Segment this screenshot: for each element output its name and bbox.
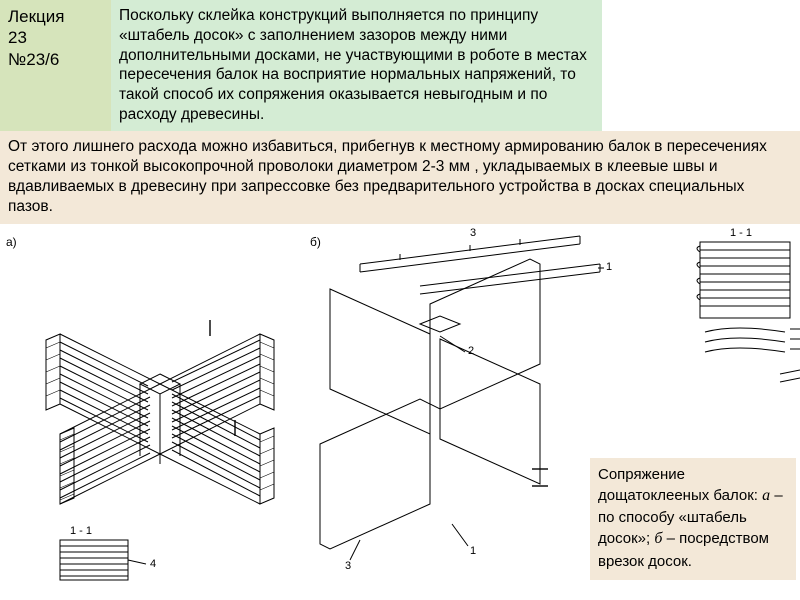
spacer bbox=[602, 0, 800, 131]
caption-t1: Сопряжение дощатоклееных балок: bbox=[598, 466, 762, 504]
svg-text:1: 1 bbox=[606, 261, 612, 273]
iso-cross-a bbox=[46, 334, 274, 504]
label-a: а) bbox=[6, 235, 17, 249]
lecture-label-box: Лекция 23 №23/6 bbox=[0, 0, 111, 131]
label-b: б) bbox=[310, 235, 321, 249]
lecture-line2: 23 bbox=[8, 27, 103, 48]
diagram-area: а) bbox=[0, 224, 800, 584]
section-1-1-b: 1 - 1 bbox=[697, 227, 800, 352]
svg-text:4: 4 bbox=[150, 558, 156, 570]
partial-top-right bbox=[780, 370, 800, 382]
svg-text:1: 1 bbox=[470, 545, 476, 557]
lecture-line3: №23/6 bbox=[8, 49, 103, 70]
svg-text:1 - 1: 1 - 1 bbox=[730, 227, 752, 239]
caption-a: а bbox=[762, 487, 770, 504]
svg-text:3: 3 bbox=[345, 560, 351, 572]
paragraph-1: Поскольку склейка конструкций выполняетс… bbox=[111, 0, 602, 131]
paragraph-2: От этого лишнего расхода можно избавитьс… bbox=[0, 131, 800, 224]
caption-box: Сопряжение дощатоклееных балок: а – по с… bbox=[590, 458, 796, 580]
svg-text:2: 2 bbox=[468, 345, 474, 357]
svg-text:3: 3 bbox=[470, 227, 476, 239]
section-1-1-a: 1 - 1 4 bbox=[60, 525, 156, 580]
header-row: Лекция 23 №23/6 Поскольку склейка констр… bbox=[0, 0, 800, 131]
lecture-line1: Лекция bbox=[8, 6, 103, 27]
iso-cross-b: 3 1 2 3 1 bbox=[320, 227, 612, 572]
svg-text:1 - 1: 1 - 1 bbox=[70, 525, 92, 537]
